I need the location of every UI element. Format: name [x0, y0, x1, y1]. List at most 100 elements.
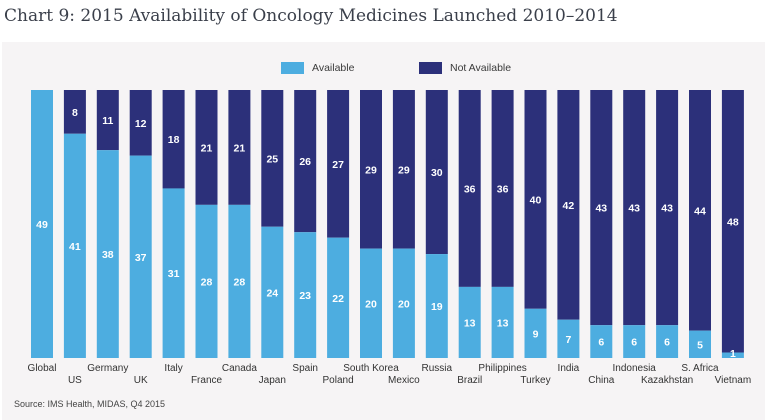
bar-not-available-spain: [294, 90, 317, 233]
label-not-available-brazil: 36: [464, 183, 476, 195]
bar-available-kazakhstan: [656, 325, 679, 358]
x-tick-label-russia: Russia: [422, 363, 453, 374]
bar-available-brazil: [458, 286, 481, 358]
bar-available-uk: [129, 155, 152, 358]
label-available-japan: 24: [266, 287, 278, 299]
legend-swatch-not-available: [419, 62, 442, 74]
label-not-available-canada: 21: [234, 142, 246, 154]
x-tick-label-italy: Italy: [164, 363, 182, 374]
bar-not-available-india: [557, 90, 580, 320]
label-available-s-africa: 5: [697, 339, 703, 351]
bar-not-available-brazil: [458, 90, 481, 287]
x-tick-label-indonesia: Indonesia: [613, 363, 657, 374]
label-available-turkey: 9: [533, 328, 539, 340]
bar-available-russia: [425, 254, 448, 358]
bar-not-available-mexico: [392, 90, 415, 249]
bar-available-philippines: [491, 286, 514, 358]
label-not-available-germany: 11: [102, 115, 113, 127]
x-tick-label-global: Global: [28, 363, 57, 374]
x-tick-label-china: China: [588, 375, 615, 386]
label-not-available-vietnam: 48: [727, 216, 739, 228]
bar-available-us: [63, 133, 86, 358]
label-not-available-spain: 26: [299, 156, 311, 168]
bar-not-available-russia: [425, 90, 448, 255]
bar-not-available-turkey: [524, 90, 547, 309]
bar-not-available-germany: [96, 90, 119, 151]
legend-item-available: Available: [281, 62, 354, 74]
bar-not-available-italy: [162, 90, 185, 189]
bar-not-available-china: [590, 90, 613, 326]
bar-available-italy: [162, 188, 185, 358]
label-available-china: 6: [598, 337, 604, 349]
bar-not-available-kazakhstan: [656, 90, 679, 326]
legend-swatch-available: [281, 62, 304, 74]
bar-available-s-africa: [689, 330, 711, 358]
legend-label-not-available: Not Available: [450, 62, 512, 74]
x-tick-label-south-korea: South Korea: [343, 363, 399, 374]
x-tick-label-india: India: [558, 363, 580, 374]
chart-title: Chart 9: 2015 Availability of Oncology M…: [4, 6, 618, 26]
label-available-spain: 23: [299, 290, 311, 302]
source-note: Source: IMS Health, MIDAS, Q4 2015: [14, 399, 166, 409]
label-available-uk: 37: [135, 252, 147, 264]
label-available-india: 7: [565, 334, 571, 346]
x-tick-label-vietnam: Vietnam: [715, 375, 752, 386]
label-not-available-uk: 12: [135, 118, 147, 130]
label-available-germany: 38: [102, 249, 114, 261]
label-available-poland: 22: [332, 293, 344, 305]
label-not-available-turkey: 40: [530, 194, 542, 206]
bar-available-global: [31, 90, 53, 358]
bar-available-japan: [261, 226, 284, 358]
x-tick-label-philippines: Philippines: [478, 363, 526, 374]
label-available-philippines: 13: [497, 317, 509, 329]
label-available-mexico: 20: [398, 298, 410, 310]
bar-available-germany: [96, 150, 119, 358]
bar-not-available-south-korea: [360, 90, 382, 249]
bar-not-available-vietnam: [721, 90, 744, 353]
bar-not-available-uk: [129, 90, 152, 156]
x-tick-label-france: France: [191, 375, 223, 386]
bar-available-south-korea: [360, 248, 382, 358]
legend-item-not-available: Not Available: [419, 62, 511, 74]
x-tick-label-turkey: Turkey: [520, 375, 550, 386]
bar-not-available-us: [63, 90, 86, 134]
bar-not-available-philippines: [491, 90, 514, 287]
x-tick-label-canada: Canada: [222, 363, 257, 374]
x-tick-label-poland: Poland: [323, 375, 354, 386]
x-tick-label-japan: Japan: [259, 375, 286, 386]
bar-available-france: [195, 204, 218, 358]
label-not-available-poland: 27: [332, 159, 344, 171]
label-available-brazil: 13: [464, 317, 476, 329]
x-tick-label-brazil: Brazil: [457, 375, 482, 386]
bar-available-india: [557, 319, 580, 358]
label-available-indonesia: 6: [631, 337, 637, 349]
x-tick-label-kazakhstan: Kazakhstan: [641, 375, 693, 386]
x-tick-label-mexico: Mexico: [388, 375, 420, 386]
label-not-available-kazakhstan: 43: [661, 203, 673, 215]
x-tick-label-germany: Germany: [87, 363, 128, 374]
label-available-italy: 31: [168, 268, 180, 280]
label-available-canada: 28: [234, 276, 246, 288]
label-not-available-italy: 18: [168, 134, 180, 146]
bar-available-canada: [228, 204, 251, 358]
label-not-available-philippines: 36: [497, 183, 509, 195]
x-tick-label-spain: Spain: [292, 363, 318, 374]
label-available-france: 28: [201, 276, 213, 288]
label-not-available-japan: 25: [266, 153, 278, 165]
bar-not-available-s-africa: [689, 90, 711, 331]
bar-not-available-indonesia: [623, 90, 646, 326]
bar-available-poland: [327, 237, 350, 358]
label-available-global: 49: [36, 219, 48, 231]
bar-not-available-france: [195, 90, 218, 205]
bar-available-turkey: [524, 308, 547, 358]
label-available-russia: 19: [431, 301, 443, 313]
bar-not-available-canada: [228, 90, 251, 205]
label-not-available-south-korea: 29: [365, 164, 377, 176]
x-tick-label-s-africa: S. Africa: [681, 363, 719, 374]
label-not-available-indonesia: 43: [628, 203, 640, 215]
label-not-available-mexico: 29: [398, 164, 410, 176]
bar-not-available-japan: [261, 90, 284, 227]
x-tick-label-uk: UK: [134, 375, 148, 386]
label-not-available-us: 8: [72, 107, 78, 119]
